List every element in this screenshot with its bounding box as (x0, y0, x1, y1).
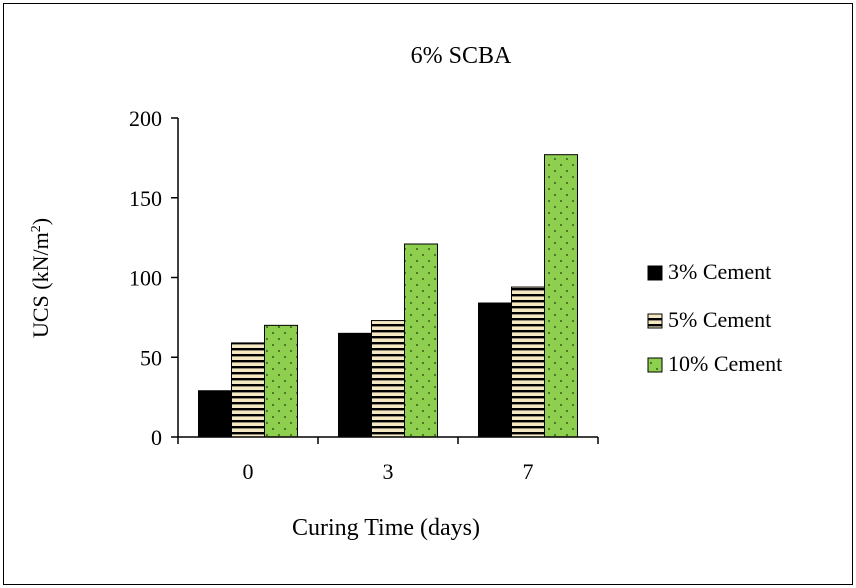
bar (544, 154, 578, 438)
y-tick-label: 150 (129, 186, 162, 211)
chart-title: 6% SCBA (411, 43, 512, 69)
bar (511, 286, 545, 438)
legend-swatch (647, 357, 663, 373)
x-tick-label: 7 (523, 459, 534, 484)
x-axis-label: Curing Time (days) (292, 515, 480, 541)
legend-label: 3% Cement (668, 259, 771, 284)
y-tick-label: 50 (140, 345, 162, 370)
bar (338, 332, 372, 438)
x-tick-label: 0 (243, 459, 254, 484)
bars-group (198, 154, 578, 438)
y-axis: 0 50 100 150 200 (129, 106, 179, 450)
legend-label: 10% Cement (668, 351, 782, 376)
bar (198, 390, 232, 438)
legend-swatch (647, 313, 663, 329)
bar (371, 320, 405, 438)
y-tick-label: 200 (129, 106, 162, 131)
x-axis: 0 3 7 (177, 436, 599, 484)
y-tick-label: 100 (129, 266, 162, 291)
legend-label: 5% Cement (668, 307, 771, 332)
y-tick-label: 0 (151, 425, 162, 450)
x-tick-label: 3 (383, 459, 394, 484)
bar (231, 342, 265, 438)
legend: 3% Cement 5% Cement 10% Cement (647, 259, 782, 376)
bar (478, 302, 512, 438)
y-axis-label: UCS (kN/m2) (28, 218, 53, 338)
bar (404, 243, 438, 438)
bar (264, 324, 298, 438)
legend-swatch (647, 265, 663, 281)
